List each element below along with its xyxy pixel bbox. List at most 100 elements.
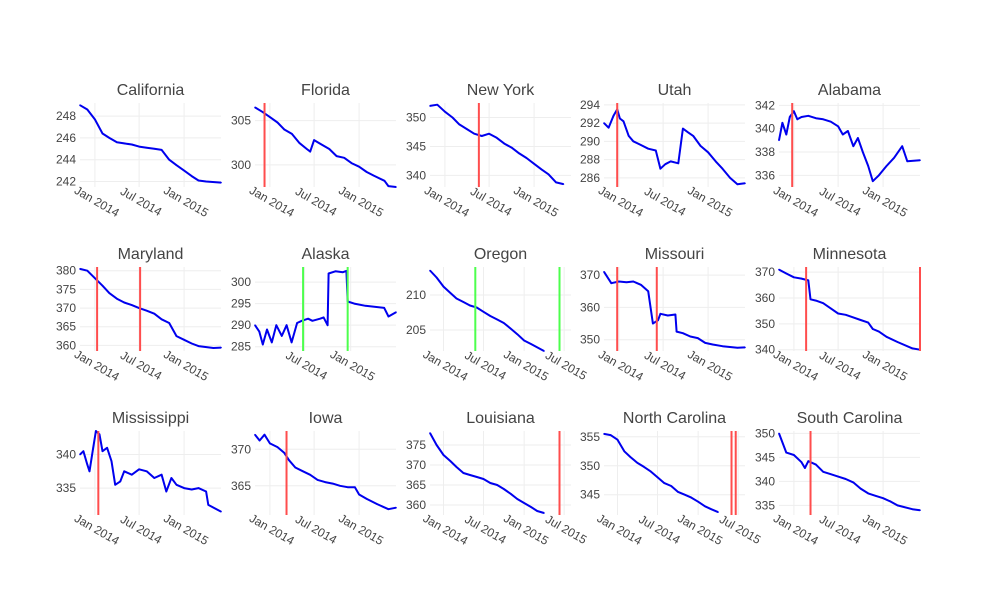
data-point: [822, 118, 824, 121]
data-point: [683, 493, 686, 496]
y-tick-label: 295: [231, 297, 251, 311]
data-point: [435, 276, 438, 279]
data-point: [516, 333, 519, 336]
data-point: [793, 276, 795, 279]
panel-title: North Carolina: [623, 410, 726, 427]
y-tick-label: 350: [580, 333, 600, 347]
data-point: [328, 148, 331, 150]
data-point: [365, 498, 368, 500]
data-point: [543, 350, 545, 352]
x-tick-label: Jan 2015: [685, 183, 735, 220]
y-tick-label: 246: [56, 131, 76, 145]
data-point: [664, 163, 667, 165]
data-point: [919, 159, 921, 161]
data-point: [145, 470, 148, 473]
data-point: [857, 137, 859, 139]
y-tick-label: 345: [755, 450, 775, 464]
series-line: [254, 433, 397, 511]
data-point: [636, 462, 639, 464]
data-point: [525, 157, 528, 159]
x-tick-label: Jul 2014: [462, 348, 509, 383]
data-point: [844, 314, 847, 316]
data-point: [889, 500, 892, 503]
panel-title: Alaska: [301, 246, 349, 263]
data-point: [95, 430, 97, 432]
data-point: [495, 137, 498, 139]
data-point: [301, 470, 304, 473]
series-line: [79, 104, 222, 184]
panel-title: Alabama: [818, 82, 881, 99]
data-point: [88, 470, 91, 473]
data-point: [807, 460, 810, 463]
x-tick-label: Jan 2015: [161, 347, 211, 384]
data-point: [153, 148, 156, 150]
data-point: [205, 490, 207, 493]
x-tick-label: Jan 2015: [336, 183, 386, 220]
data-point: [807, 279, 810, 282]
data-point: [710, 508, 712, 511]
data-point: [108, 137, 111, 139]
x-tick-label: Jan 2015: [336, 511, 386, 548]
data-point: [365, 171, 368, 173]
data-point: [778, 139, 780, 142]
data-point: [145, 146, 148, 149]
data-point: [647, 147, 649, 150]
data-point: [207, 504, 210, 506]
data-point: [212, 347, 215, 349]
data-point: [168, 322, 170, 324]
data-point: [736, 183, 739, 186]
data-point: [721, 345, 724, 348]
data-point: [789, 116, 791, 118]
data-point: [906, 160, 909, 163]
data-point: [266, 328, 268, 331]
data-point: [469, 474, 471, 476]
data-point: [290, 341, 293, 344]
data-point: [623, 450, 626, 453]
y-tick-label: 355: [580, 430, 600, 444]
data-point: [675, 330, 678, 333]
data-point: [496, 484, 499, 486]
data-point: [530, 506, 532, 508]
data-point: [469, 304, 471, 307]
data-point: [442, 285, 445, 288]
data-point: [874, 495, 877, 497]
y-tick-label: 340: [56, 448, 76, 462]
data-point: [804, 467, 806, 469]
data-point: [852, 481, 855, 484]
y-tick-label: 290: [231, 318, 251, 332]
data-point: [721, 167, 724, 170]
y-tick-label: 336: [755, 168, 775, 182]
data-point: [327, 272, 330, 275]
x-tick-label: Jul 2014: [118, 184, 165, 219]
panel-title: California: [117, 82, 185, 99]
data-point: [609, 434, 612, 436]
data-point: [603, 433, 605, 435]
x-tick-label: Jan 2015: [860, 511, 910, 548]
data-point: [530, 343, 532, 345]
data-point: [283, 452, 286, 454]
data-point: [354, 486, 356, 489]
data-point: [697, 337, 699, 339]
x-tick-label: Jan 2014: [72, 183, 122, 220]
x-tick-label: Jul 2014: [817, 348, 864, 383]
data-point: [663, 482, 666, 484]
data-point: [116, 297, 118, 300]
data-point: [190, 488, 193, 491]
data-point: [785, 272, 788, 275]
data-point: [872, 328, 874, 330]
data-point: [778, 432, 780, 435]
panel-title: Minnesota: [813, 246, 887, 263]
data-point: [736, 347, 739, 349]
x-tick-label: Jul 2015: [717, 512, 764, 547]
x-tick-label: Jan 2014: [422, 183, 472, 220]
y-tick-label: 370: [406, 458, 426, 472]
data-point: [123, 301, 125, 304]
y-tick-label: 286: [580, 171, 600, 185]
data-point: [919, 509, 921, 512]
x-tick-label: Jul 2014: [817, 512, 864, 547]
data-point: [616, 438, 619, 441]
data-point: [744, 182, 746, 185]
data-point: [607, 126, 610, 129]
